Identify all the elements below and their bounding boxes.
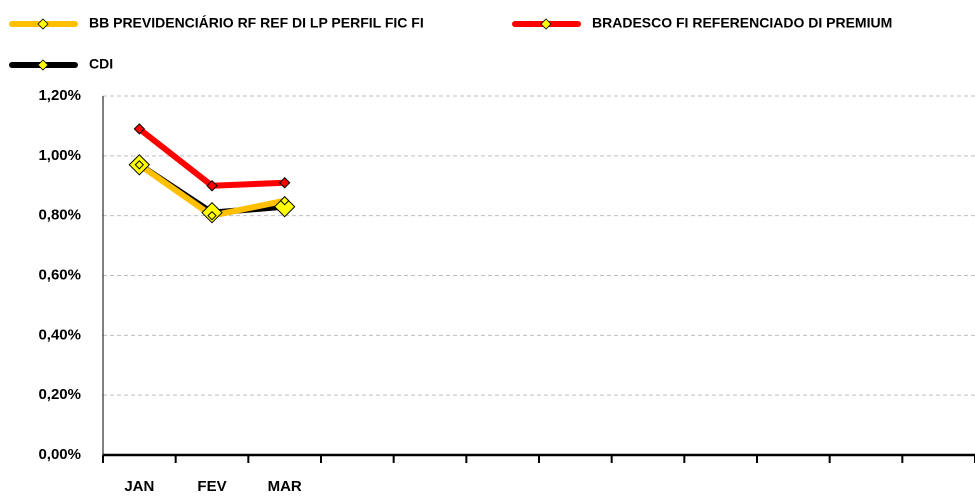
data-marker bbox=[133, 123, 146, 135]
x-tick-label: FEV bbox=[197, 478, 226, 495]
legend-marker bbox=[37, 18, 49, 30]
data-marker bbox=[273, 195, 296, 218]
data-marker bbox=[279, 196, 290, 206]
data-marker bbox=[207, 210, 217, 221]
legend-label: BB PREVIDENCIÁRIO RF REF DI LP PERFIL FI… bbox=[89, 15, 424, 31]
legend-label: BRADESCO FI REFERENCIADO DI PREMIUM bbox=[592, 15, 892, 31]
y-tick-label: 0,20% bbox=[38, 386, 81, 403]
legend-marker bbox=[540, 18, 552, 30]
y-tick-label: 0,60% bbox=[38, 266, 81, 283]
y-tick-label: 0,40% bbox=[38, 326, 81, 343]
data-marker bbox=[206, 180, 218, 192]
y-tick-label: 0,00% bbox=[38, 446, 81, 463]
data-marker bbox=[134, 160, 145, 170]
x-tick-label: MAR bbox=[268, 478, 302, 495]
legend-marker bbox=[37, 59, 49, 71]
y-tick-label: 1,00% bbox=[38, 147, 81, 164]
legend-label: CDI bbox=[89, 56, 113, 72]
y-tick-label: 1,20% bbox=[38, 87, 81, 104]
data-marker bbox=[278, 177, 291, 189]
y-tick-label: 0,80% bbox=[38, 207, 81, 224]
x-tick-label: JAN bbox=[124, 478, 154, 495]
